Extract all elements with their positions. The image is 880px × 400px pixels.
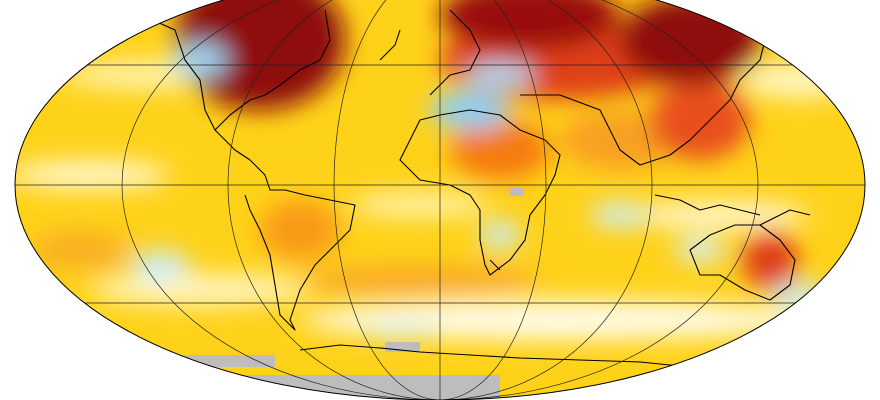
coastlines: [129, 9, 831, 381]
map-border: [14, 0, 866, 400]
